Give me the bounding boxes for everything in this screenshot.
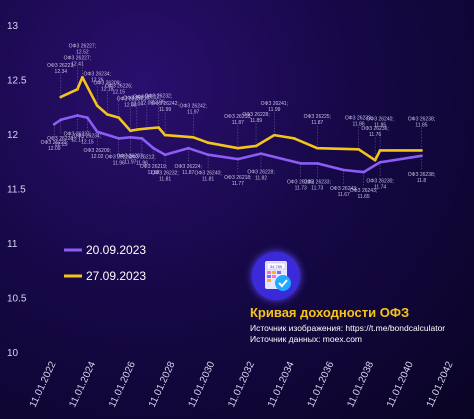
data-label: ОФЗ 26225; 11.87: [304, 114, 331, 126]
data-point: [357, 147, 360, 151]
x-tick-label: 11.01.2034: [266, 360, 297, 410]
data-label: ОФЗ 26238; 11.85: [408, 116, 435, 128]
image-source-text: Источник изображения: https://t.me/bondc…: [250, 323, 446, 333]
data-label: ОФЗ 26226; 12.15: [105, 84, 132, 96]
x-tick-label: 11.01.2022: [28, 360, 59, 410]
legend-label: 27.09.2023: [86, 269, 146, 283]
data-label: ОФЗ 26219; 11.87: [140, 164, 167, 176]
data-point: [128, 129, 132, 133]
logo-display-text: 34,785: [270, 264, 283, 269]
data-point: [236, 146, 240, 150]
x-tick-label: 11.01.2030: [187, 360, 218, 410]
series-line-0: [60, 76, 422, 162]
data-point: [135, 128, 139, 132]
data-label: ОФЗ 26233; 11.86: [345, 115, 372, 127]
x-tick-label: 11.01.2026: [107, 360, 138, 410]
data-label: ОФЗ 26207; 12.03: [117, 97, 144, 109]
calculator-logo: 34,785: [252, 252, 300, 300]
x-tick-label: 11.01.2040: [385, 360, 416, 410]
data-label: ОФЗ 26209; 12.18: [94, 80, 121, 92]
data-label: ОФЗ 26218; 11.87: [224, 114, 251, 126]
data-label: ОФЗ 26225; 11.73: [287, 179, 314, 191]
x-tick-label: 11.01.2032: [226, 360, 257, 410]
calculator-icon: 34,785: [265, 261, 291, 291]
y-tick-label: 10.5: [7, 294, 27, 305]
data-label: ОФЗ 26227; 12.41: [64, 55, 91, 67]
data-source-text: Источник данных: moex.com: [250, 334, 363, 344]
data-point: [206, 141, 210, 145]
y-tick-label: 10: [7, 348, 19, 359]
y-tick-label: 12: [7, 130, 19, 141]
data-label: ОФЗ 26223; 12.34: [47, 63, 74, 75]
data-label: ОФЗ 26207; 11.97: [117, 153, 144, 165]
data-label: ОФЗ 26233; 11.73: [304, 179, 331, 191]
data-label: ОФЗ 26212; 12.05: [133, 95, 160, 107]
series-line-1: [53, 114, 422, 174]
data-label: ОФЗ 26218; 11.77: [224, 175, 251, 187]
data-label: ОФЗ 26238; 11.8: [408, 172, 435, 184]
y-tick-label: 13: [7, 21, 19, 32]
data-label: ОФЗ 26228; 11.89: [242, 112, 269, 124]
data-label: ОФЗ 26227; 12.52: [69, 43, 96, 55]
data-point: [292, 136, 296, 140]
data-label: ОФЗ 26209; 12.02: [84, 148, 111, 160]
legend-label: 20.09.2023: [86, 243, 146, 257]
data-label: ОФЗ 26232; 12.06: [145, 93, 172, 105]
data-label: ОФЗ 26236; 11.76: [361, 126, 388, 138]
x-tick-label: 11.01.2036: [306, 360, 337, 410]
data-label: ОФЗ 26226; 11.96: [105, 154, 132, 166]
data-point: [191, 135, 195, 139]
data-label: ОФЗ 26242; 11.99: [151, 101, 178, 113]
data-label: ОФЗ 26228; 11.82: [247, 170, 274, 182]
data-point: [315, 146, 319, 150]
title-block: Кривая доходности ОФЗ Источник изображен…: [250, 305, 470, 345]
data-label: ОФЗ 26219; 12.04: [123, 96, 150, 108]
data-label: ОФЗ 26230; 11.74: [366, 178, 393, 190]
data-label: ОФЗ 26212; 11.96: [128, 154, 155, 166]
data-label: ОФЗ 26242; 11.97: [180, 103, 207, 115]
data-label: ОФЗ 26232; 11.81: [151, 171, 178, 183]
data-label: ОФЗ 26224; 11.87: [175, 164, 202, 176]
x-tick-label: 11.01.2038: [345, 360, 376, 410]
data-label: ОФЗ 26240; 11.81: [194, 171, 221, 183]
x-tick-label: 11.01.2024: [67, 360, 98, 410]
data-label: ОФЗ 26234; 12.15: [74, 134, 101, 146]
data-label: ОФЗ 26234; 12.26: [84, 72, 111, 84]
y-tick-label: 11.5: [7, 185, 26, 196]
data-label: ОФЗ 26243; 11.67: [330, 186, 357, 198]
data-point: [254, 144, 258, 148]
x-tick-label: 11.01.2028: [147, 360, 178, 410]
data-label: ОФЗ 26228; 12.13: [47, 136, 74, 148]
chart-title: Кривая доходности ОФЗ: [250, 305, 410, 320]
y-tick-label: 11: [7, 239, 18, 250]
data-label: ОФЗ 26223; 12.09: [41, 140, 68, 152]
y-tick-label: 12.5: [7, 76, 27, 87]
data-label: ОФЗ 26241; 11.99: [261, 101, 288, 113]
data-label: ОФЗ 26240; 11.85: [366, 116, 393, 128]
data-label: ОФЗ 26227; 12.17: [64, 131, 91, 143]
data-label: ОФЗ 26243; 11.65: [350, 188, 377, 200]
x-tick-label: 11.01.2042: [425, 360, 456, 410]
